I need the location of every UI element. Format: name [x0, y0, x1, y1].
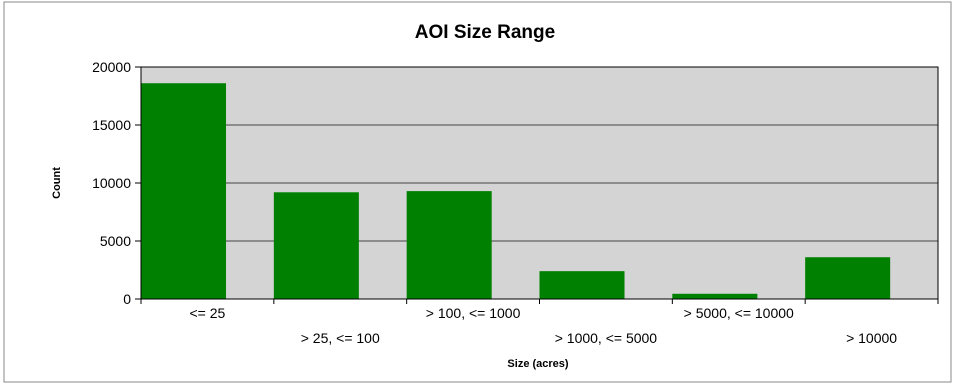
bar-4 — [539, 271, 625, 299]
plot-area: 0 5000 10000 15000 20000 <= 25 > 25, <= 100 > 1… — [92, 59, 939, 346]
bar-3 — [406, 191, 492, 299]
y-axis-label: Count — [51, 167, 63, 199]
chart-title: AOI Size Range — [415, 22, 555, 43]
x-tick-label: > 10000 — [846, 330, 897, 346]
y-tick-label: 20000 — [92, 59, 131, 75]
bar-2 — [273, 192, 359, 299]
x-tick-label: > 25, <= 100 — [301, 330, 380, 346]
x-tick-label: > 1000, <= 5000 — [555, 330, 658, 346]
y-tick-label: 0 — [123, 291, 131, 307]
x-tick-label: > 5000, <= 10000 — [684, 305, 794, 321]
x-tick-label: > 100, <= 1000 — [426, 305, 521, 321]
y-tick-label: 5000 — [100, 233, 131, 249]
bar-6 — [805, 257, 891, 299]
y-tick-label: 10000 — [92, 175, 131, 191]
x-tick-label: <= 25 — [190, 305, 226, 321]
y-tick-label: 15000 — [92, 117, 131, 133]
x-axis-label: Size (acres) — [507, 358, 568, 370]
bar-1 — [141, 83, 227, 300]
bar-5 — [672, 293, 758, 299]
